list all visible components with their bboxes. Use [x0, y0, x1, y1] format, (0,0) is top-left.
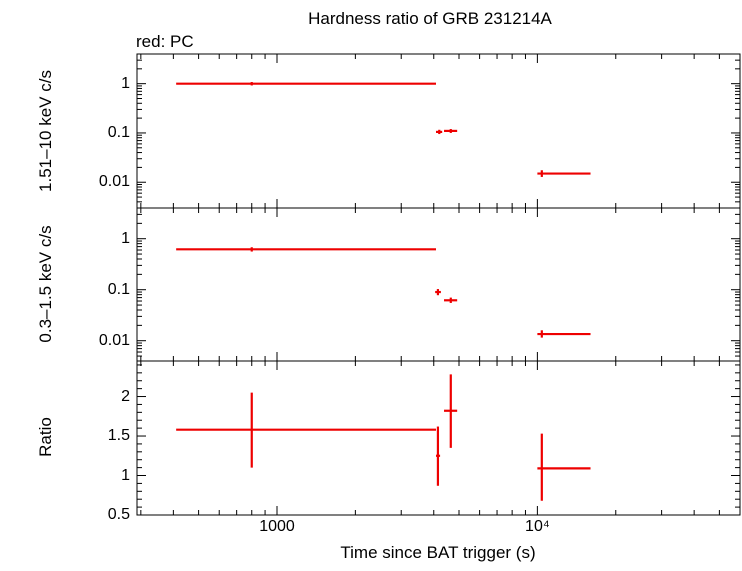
x-tick-label: 10⁴	[525, 518, 550, 535]
panel-frame-bottom	[136, 360, 741, 516]
y-tick-label-middle: 1	[121, 229, 130, 247]
y-axis-label-top: 1.51–10 keV c/s	[36, 70, 55, 192]
y-tick-label-top: 0.01	[98, 173, 130, 191]
legend-note: red: PC	[136, 32, 194, 51]
y-axis-label-middle: 0.3–1.5 keV c/s	[36, 225, 55, 343]
y-tick-label-bottom: 1	[121, 466, 130, 484]
y-tick-label-top: 0.1	[107, 123, 130, 141]
y-axis-label-bottom: Ratio	[36, 417, 55, 457]
x-tick-label: 1000	[259, 518, 295, 535]
y-tick-label-top: 1	[121, 74, 130, 92]
y-tick-label-middle: 0.01	[98, 331, 130, 349]
y-tick-label-bottom: 0.5	[107, 506, 130, 523]
y-tick-label-bottom: 2	[121, 387, 130, 405]
x-axis-label: Time since BAT trigger (s)	[340, 543, 536, 562]
panel-frame-middle	[136, 207, 741, 362]
y-tick-label-bottom: 1.5	[107, 427, 130, 445]
y-tick-label-middle: 0.1	[107, 280, 130, 298]
chart-title: Hardness ratio of GRB 231214A	[308, 9, 552, 28]
